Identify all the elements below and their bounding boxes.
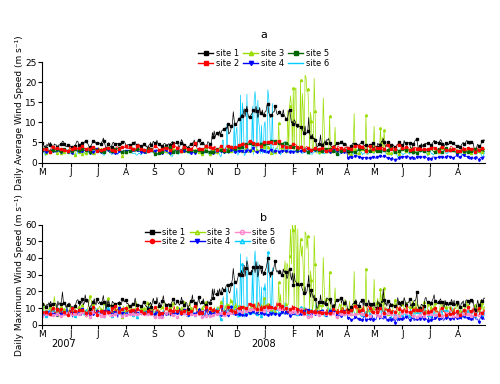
Legend: site 1, site 2, site 3, site 4, site 5, site 6: site 1, site 2, site 3, site 4, site 5, … xyxy=(198,48,330,69)
Text: b: b xyxy=(260,212,267,222)
Y-axis label: Daily Maximum Wind Speed (m s⁻¹): Daily Maximum Wind Speed (m s⁻¹) xyxy=(15,194,24,356)
Legend: site 1, site 2, site 3, site 4, site 5, site 6: site 1, site 2, site 3, site 4, site 5, … xyxy=(144,227,276,247)
Text: a: a xyxy=(260,30,267,40)
Text: 2008: 2008 xyxy=(252,339,276,349)
Y-axis label: Daily Average Wind Speed (m s⁻¹): Daily Average Wind Speed (m s⁻¹) xyxy=(15,35,24,190)
Text: 2007: 2007 xyxy=(52,339,76,349)
